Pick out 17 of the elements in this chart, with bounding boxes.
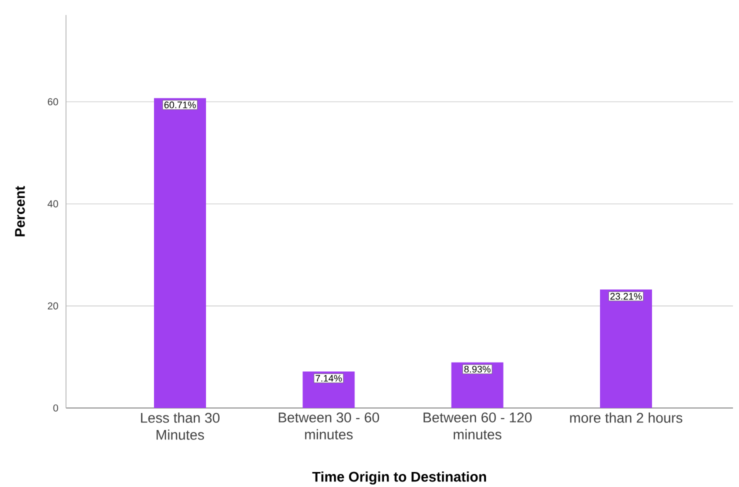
x-axis-title: Time Origin to Destination [312, 471, 486, 485]
bar [600, 290, 652, 408]
x-tick-label: Between 60 - 120 minutes [424, 412, 532, 440]
bar [451, 362, 504, 408]
y-axis-title: Percent [15, 186, 25, 236]
data-label: 8.93% [464, 366, 490, 373]
data-label: 60.71% [164, 102, 196, 108]
bar [154, 98, 206, 408]
y-tick-label: 0 [53, 404, 58, 412]
y-tick-label: 60 [48, 98, 58, 106]
data-label: 7.14% [316, 374, 342, 382]
x-tick-label: Between 30 - 60 minutes [278, 412, 380, 440]
y-tick-label: 20 [48, 302, 58, 310]
y-tick-label: 40 [48, 200, 58, 208]
x-tick-label: Less than 30 Minutes [141, 412, 220, 440]
x-tick-label: more than 2 hours [570, 412, 682, 423]
data-label: 23.21% [610, 292, 642, 300]
